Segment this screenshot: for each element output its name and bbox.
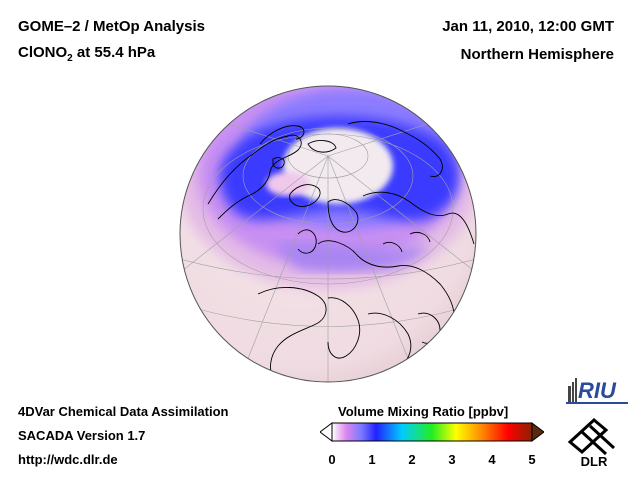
colorbar-tick-label: 0 [328, 452, 336, 467]
colorbar-tick-label: 3 [448, 452, 456, 467]
footer-method: 4DVar Chemical Data Assimilation [18, 404, 229, 419]
colorbar-tick-label: 1 [368, 452, 376, 467]
coastlines [207, 121, 475, 382]
species-name: ClONO [18, 44, 68, 61]
svg-text:DLR: DLR [581, 454, 608, 468]
colorbar-gradient [331, 422, 533, 442]
colorbar-tick-label: 4 [488, 452, 496, 467]
colorbar [320, 422, 544, 442]
colorbar-max-arrow [531, 422, 544, 442]
globe-outline [179, 85, 477, 383]
species-subscript: 2 [67, 53, 73, 64]
pressure-level: at 55.4 hPa [72, 44, 156, 61]
dlr-logo: DLR [567, 418, 616, 468]
region-label: Northern Hemisphere [460, 46, 614, 63]
svg-text:RIU: RIU [578, 378, 617, 403]
colorbar-tick-label: 2 [408, 452, 416, 467]
footer-url[interactable]: http://wdc.dlr.de [18, 452, 118, 467]
globe-map [179, 85, 477, 383]
colorbar-tick-label: 5 [528, 452, 536, 467]
map-title: GOME–2 / MetOp Analysis [18, 18, 205, 35]
colorbar-title: Volume Mixing Ratio [ppbv] [338, 404, 509, 419]
date-label: Jan 11, 2010, 12:00 GMT [442, 18, 614, 35]
riu-logo: RIU [566, 378, 628, 404]
footer-version: SACADA Version 1.7 [18, 428, 146, 443]
map-subtitle: ClONO2 at 55.4 hPa [18, 44, 155, 64]
colorbar-min-arrow [320, 422, 333, 442]
